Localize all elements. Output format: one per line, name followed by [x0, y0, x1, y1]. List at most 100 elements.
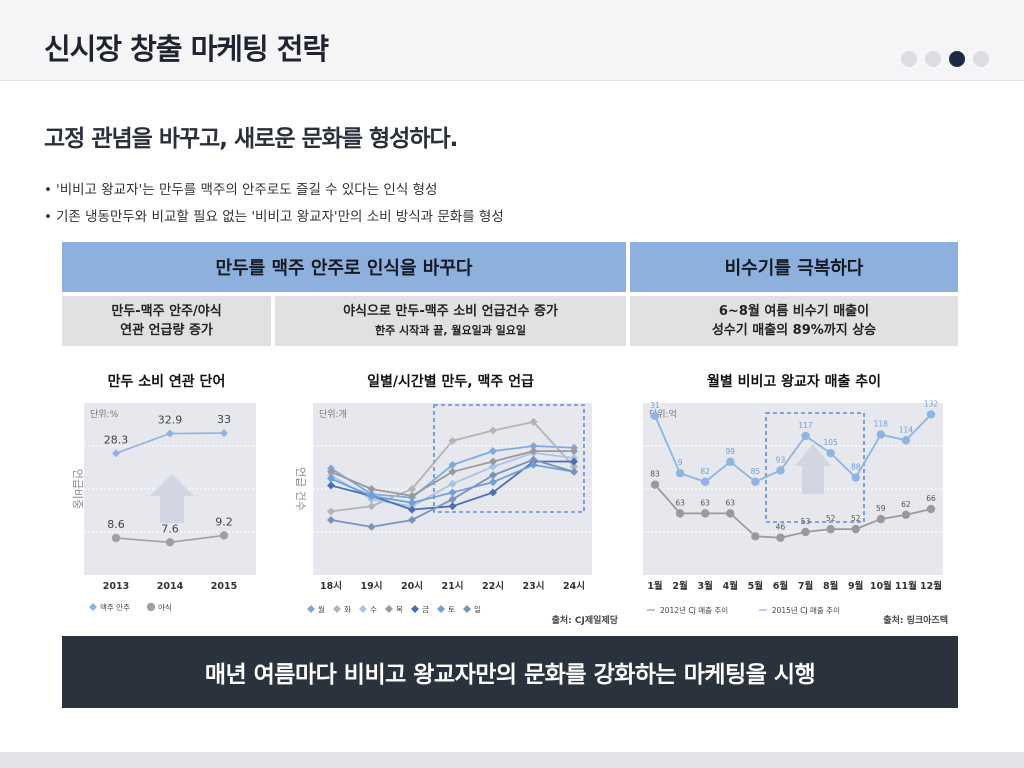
- chart-1-unit-label: 단위:%: [90, 409, 119, 420]
- chart-3-legend-label: 2015년 CJ 매출 추이: [772, 605, 840, 615]
- chart-3-data-point: [826, 448, 835, 458]
- chart-3-data-point: [826, 524, 835, 534]
- chart-3-x-tick-label: 6월: [773, 580, 788, 592]
- subheader-2-line2: 한주 시작과 끝, 월요일과 일요일: [374, 324, 527, 337]
- chart-3-x-tick-label: 8월: [823, 580, 838, 592]
- chart-2-data-point: [448, 488, 457, 497]
- chart-1-legend-label: 맥주 안주: [100, 602, 130, 612]
- chart-2-x-tick-label: 19시: [361, 581, 383, 592]
- chart-2-data-point: [489, 488, 497, 497]
- chart-3-data-label: 93: [776, 455, 786, 464]
- subheader-3-line1: 6~8월 여름 비수기 매출이: [718, 304, 870, 319]
- chart-1-data-point: [165, 538, 175, 547]
- page-dot-1[interactable]: [901, 51, 917, 67]
- chart-2-data-point: [327, 481, 335, 490]
- chart-3-x-tick-label: 12월: [920, 580, 942, 592]
- chart-2-data-point: [570, 467, 578, 476]
- chart-3-data-label: 66: [926, 494, 936, 503]
- chart-1-data-label: 32.9: [158, 414, 183, 427]
- page-dot-4[interactable]: [973, 51, 989, 67]
- chart-2-x-tick-label: 20시: [401, 581, 423, 592]
- chart-1-data-point: [112, 449, 120, 458]
- chart-2-data-point: [327, 474, 335, 483]
- chart-3-data-point: [876, 514, 886, 524]
- chart-3-x-tick-label: 11월: [895, 580, 917, 592]
- chart-3-data-point: [851, 524, 860, 534]
- chart-1-data-point: [219, 531, 229, 540]
- page-dot-2[interactable]: [925, 51, 941, 67]
- chart-2-legend-swatch: [359, 605, 367, 613]
- chart-3-data-point: [650, 480, 660, 489]
- chart-2-data-point: [367, 485, 376, 493]
- pagination-dots: [901, 51, 989, 67]
- chart-3-data-label: 31: [650, 401, 660, 410]
- chart-3-data-point: [901, 510, 911, 519]
- chart-3-series-line-1: [654, 413, 932, 483]
- chart-2-data-point: [570, 457, 578, 466]
- chart-1-data-point: [111, 533, 121, 543]
- chart-3-title: 월별 비비고 왕교자 매출 추이: [706, 374, 882, 390]
- chart-2-data-point: [529, 460, 538, 469]
- chart-2-legend-label: 화: [344, 605, 351, 614]
- chart-2-data-point: [489, 471, 497, 480]
- chart-2-data-point: [489, 447, 497, 456]
- chart-3-x-tick-label: 10월: [870, 580, 892, 592]
- chart-2-data-point: [367, 491, 376, 500]
- chart-3-data-point: [776, 533, 785, 542]
- chart-3-x-tick-label: 4월: [723, 580, 738, 592]
- chart-3-data-point: [876, 430, 886, 439]
- chart-2-data-point: [408, 505, 416, 514]
- chart-2-data-point: [448, 502, 457, 511]
- chart-3-data-label: 117: [798, 421, 813, 430]
- chart-1-data-label: 9.2: [215, 515, 233, 528]
- chart-3-data-label: 114: [899, 425, 914, 434]
- chart-3-data-point: [700, 477, 710, 487]
- chart-1-data-label: 7.6: [161, 522, 179, 535]
- chart-2-y-axis-title: 언급 건수: [294, 467, 307, 511]
- chart-2-data-point: [327, 467, 335, 476]
- chart-2-data-point: [448, 495, 457, 504]
- chart-3-data-label: 118: [874, 420, 889, 429]
- bullet-2: • 기존 냉동만두와 비교할 필요 없는 '비비고 왕교자'만의 소비 방식과 문…: [44, 205, 504, 225]
- chart-2-legend-label: 월: [318, 604, 325, 614]
- chart-2-data-point: [408, 491, 416, 500]
- chart-2-data-point: [489, 462, 497, 471]
- chart-1-y-axis-title: 언급비중: [71, 469, 84, 509]
- chart-3-data-point: [751, 532, 760, 541]
- chart-3-data-label: 105: [823, 438, 838, 447]
- chart-2-data-point: [448, 436, 457, 445]
- chart-2-data-point: [529, 455, 538, 464]
- chart-1-legend-swatch: [146, 602, 156, 612]
- page-dot-3-active[interactable]: [949, 51, 965, 67]
- chart-2-title: 일별/시간별 만두, 맥주 언급: [367, 374, 534, 390]
- chart-2-data-point: [570, 447, 578, 456]
- title-bar: [0, 0, 1024, 81]
- chart-1-up-arrow-icon: [150, 474, 194, 523]
- chart-3-x-tick-label: 2월: [672, 580, 687, 592]
- chart-3-data-point: [926, 410, 936, 419]
- chart-1-x-tick-label: 2013: [103, 581, 129, 592]
- chart-2-data-point: [489, 457, 497, 466]
- chart-1-data-label: 28.3: [104, 433, 129, 446]
- chart-2-data-point: [408, 498, 416, 507]
- chart-3-x-tick-label: 5월: [748, 580, 763, 592]
- chart-2-data-point: [489, 426, 497, 435]
- chart-2-highlight-box: [433, 404, 585, 513]
- subheader-1-line2: 연관 언급량 증가: [120, 323, 213, 338]
- chart-3-data-label: 83: [650, 470, 660, 479]
- bullet-1: • '비비고 왕교자'는 만두를 맥주의 안주로도 즐길 수 있다는 인식 형성: [44, 178, 437, 198]
- headline: 고정 관념을 바꾸고, 새로운 문화를 형성하다.: [44, 126, 458, 152]
- chart-3-data-label: 59: [876, 504, 886, 513]
- footer-banner: 매년 여름마다 비비고 왕교자만의 문화를 강화하는 마케팅을 시행: [62, 636, 958, 708]
- chart-1-legend-swatch: [89, 603, 97, 611]
- chart-2-data-point: [529, 447, 538, 456]
- chart-3-source: 출처: 링크아즈텍: [883, 614, 948, 626]
- bullet-glyph: •: [44, 209, 52, 225]
- chart-3-data-label: 132: [924, 399, 939, 408]
- chart-3-data-label: 85: [751, 467, 761, 476]
- chart-3-x-tick-label: 1월: [647, 580, 662, 592]
- chart-3-data-point: [726, 457, 735, 466]
- chart-1-x-tick-label: 2014: [157, 581, 184, 592]
- chart-1-title: 만두 소비 연관 단어: [107, 374, 226, 390]
